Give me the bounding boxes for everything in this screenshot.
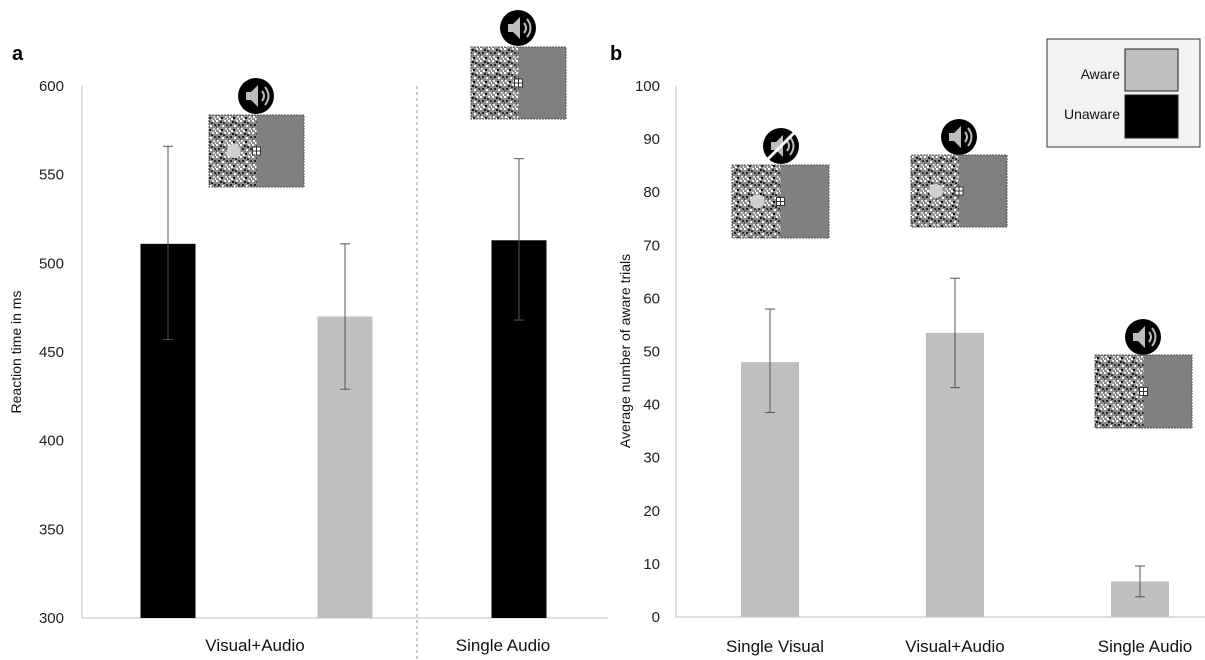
panel-a-y-tick-label: 300 — [39, 610, 64, 627]
panel-a-y-tick-label: 350 — [39, 521, 64, 538]
panel-b-y-tick-label: 100 — [635, 78, 660, 95]
panel-letter-a: a — [12, 43, 24, 65]
panel-letter-b: b — [610, 43, 622, 65]
noise-patch-icon — [1094, 354, 1193, 429]
panel-a-y-axis-title: Reaction time in ms — [8, 291, 24, 414]
panel-b-y-tick-label: 10 — [643, 556, 660, 573]
panel-a-error-bar — [514, 158, 524, 321]
panel-b-error-bar — [1135, 565, 1145, 598]
panel-a-y-tick-label: 550 — [39, 167, 64, 184]
speaker-on-icon — [500, 10, 536, 46]
panel-b-y-axis-title: Average number of aware trials — [617, 254, 633, 448]
legend: Aware Unaware — [1046, 38, 1201, 148]
noise-patch-with-target-icon — [208, 114, 305, 188]
panel-b-y-tick-label: 20 — [643, 503, 660, 520]
noise-patch-with-target-icon — [731, 164, 830, 239]
panel-a-y-tick-label: 450 — [39, 344, 64, 361]
panel-b-y-tick-label: 0 — [652, 609, 660, 626]
panel-b-category-label: Visual+Audio — [905, 637, 1004, 656]
panel-b-y-tick-label: 30 — [643, 450, 660, 467]
legend-label-aware: Aware — [1081, 66, 1121, 82]
legend-label-unaware: Unaware — [1064, 106, 1120, 122]
panel-a-category-label: Single Audio — [456, 636, 551, 655]
panel-b-error-bar — [950, 277, 960, 389]
noise-patch-icon — [470, 46, 567, 120]
speaker-on-icon — [941, 119, 977, 155]
noise-patch-with-target-icon — [910, 154, 1008, 228]
panel-b-y-tick-label: 50 — [643, 344, 660, 361]
panel-b-y-tick-label: 70 — [643, 237, 660, 254]
panel-b-y-tick-label: 80 — [643, 184, 660, 201]
panel-a-y-tick-label: 400 — [39, 433, 64, 450]
panel-a-error-bar — [340, 243, 350, 390]
legend-swatch-aware — [1124, 48, 1179, 92]
panel-a-category-label: Visual+Audio — [205, 636, 304, 655]
panel-a-error-bar — [163, 145, 173, 341]
panel-b-y-tick-label: 90 — [643, 131, 660, 148]
speaker-on-icon — [1125, 319, 1161, 355]
panel-b-category-label: Single Audio — [1098, 637, 1193, 656]
speaker-on-icon — [238, 78, 274, 114]
panel-a-y-tick-label: 600 — [39, 78, 64, 95]
panel-a-y-tick-label: 500 — [39, 255, 64, 272]
panel-b-error-bar — [765, 308, 775, 414]
legend-swatch-unaware — [1124, 94, 1179, 139]
stimulus-icons — [208, 10, 1193, 429]
panel-b-chart: Average number of aware trials 0 10 20 30 40… — [617, 78, 1205, 656]
panel-b-y-tick-label: 40 — [643, 397, 660, 414]
speaker-muted-icon — [763, 128, 799, 164]
panel-a-chart: Reaction time in ms 300 350 400 450 500 550 60… — [8, 78, 608, 660]
panel-b-y-tick-label: 60 — [643, 290, 660, 307]
panel-b-category-label: Single Visual — [726, 637, 824, 656]
